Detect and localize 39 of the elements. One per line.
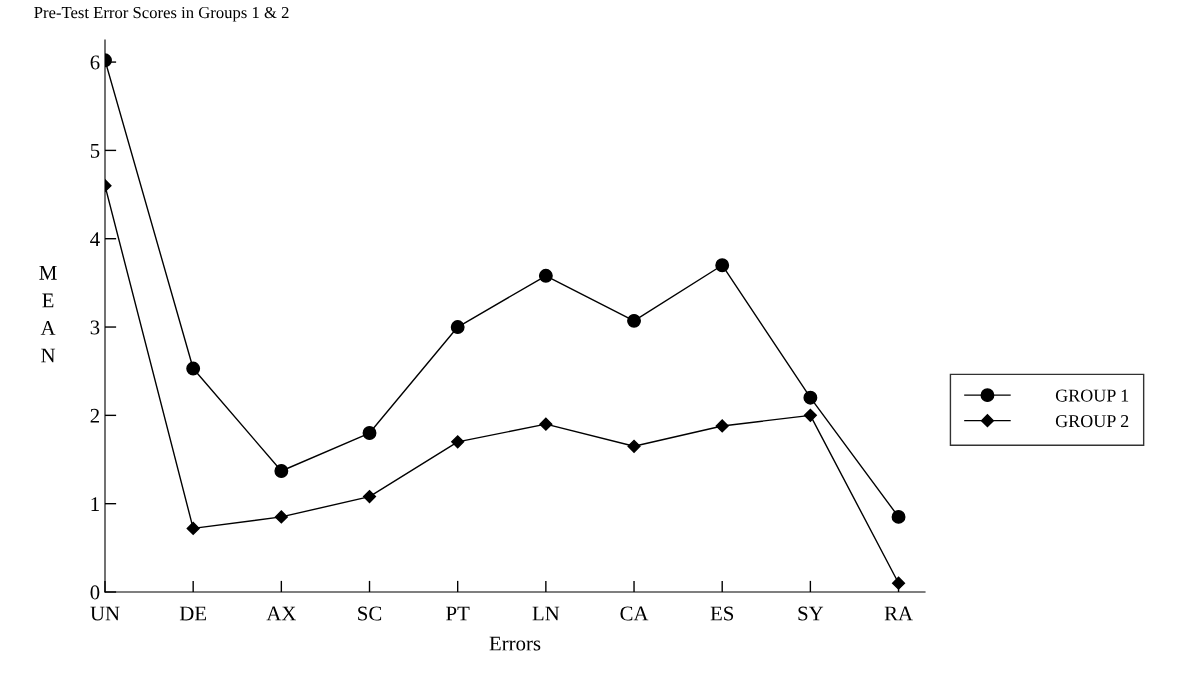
x-tick-label: SY xyxy=(798,606,824,621)
point xyxy=(274,464,289,478)
point xyxy=(450,320,465,334)
point xyxy=(891,509,906,524)
point xyxy=(803,390,818,405)
y-tick-label: 2 xyxy=(90,408,99,423)
point xyxy=(451,435,465,449)
x-tick-label: LN xyxy=(532,606,560,621)
x-tick-label: AX xyxy=(266,606,297,621)
point xyxy=(539,417,553,431)
x-tick-label: DE xyxy=(179,606,207,621)
y-tick-label: 4 xyxy=(90,232,100,246)
point xyxy=(538,268,553,283)
y-tick-label: 1 xyxy=(91,497,99,511)
point xyxy=(627,439,641,453)
chart-title: Pre-Test Error Scores in Groups 1 & 2 xyxy=(34,6,289,22)
y-axis-title: MEAN xyxy=(39,266,57,363)
y-tick-label: 3 xyxy=(90,320,100,335)
point xyxy=(627,313,641,328)
x-tick-label: RA xyxy=(884,606,913,621)
x-tick-label: SC xyxy=(358,606,382,621)
point xyxy=(362,426,377,440)
point xyxy=(715,419,729,433)
point xyxy=(362,490,377,504)
x-tick-label: PT xyxy=(446,606,470,621)
point xyxy=(274,510,288,524)
y-tick-label: 6 xyxy=(90,55,100,70)
text: GROUP 1 xyxy=(1055,389,1129,402)
x-tick-label: UN xyxy=(90,606,120,621)
y-tick-label: 5 xyxy=(90,143,100,158)
point xyxy=(186,521,200,535)
text: GROUP 2 xyxy=(1055,415,1129,428)
x-tick-label: CA xyxy=(620,606,649,621)
x-tick-label: ES xyxy=(710,606,734,621)
point xyxy=(186,361,201,376)
x-axis-title: Errors xyxy=(489,636,541,651)
point xyxy=(715,258,730,273)
point xyxy=(803,408,817,422)
y-tick-label: 0 xyxy=(90,585,100,600)
